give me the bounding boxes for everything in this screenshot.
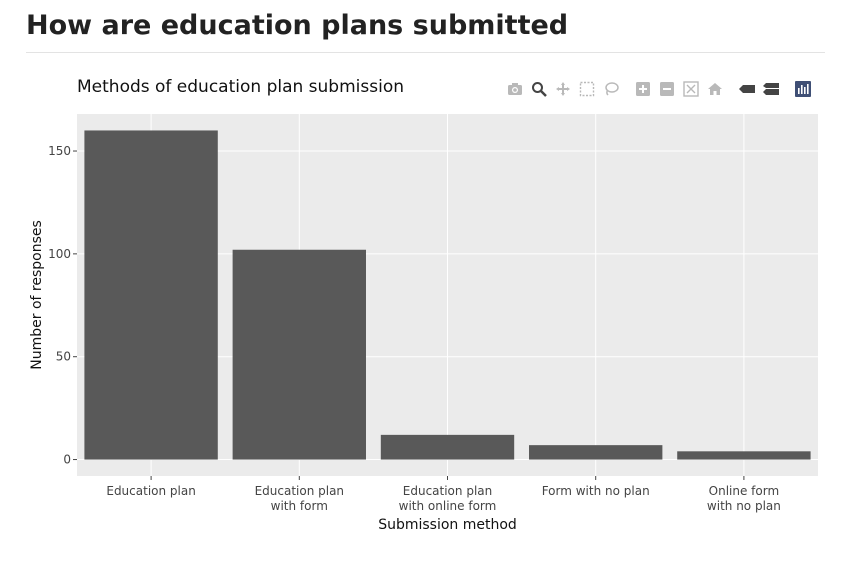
title-divider [26, 52, 825, 53]
spike-lines-icon[interactable] [737, 79, 757, 99]
x-tick-label: Form with no plan [542, 484, 650, 498]
bar[interactable] [380, 434, 515, 460]
y-tick-label: 150 [48, 144, 71, 158]
bars [84, 130, 811, 460]
bar[interactable] [84, 130, 218, 460]
chart-modebar [505, 79, 817, 99]
y-axis-ticks: 0 50 100 150 [48, 144, 77, 467]
y-axis-title: Number of responses [29, 220, 45, 370]
home-icon[interactable] [705, 79, 725, 99]
y-tick-label: 100 [48, 247, 71, 261]
y-tick-label: 50 [56, 350, 71, 364]
x-tick-label: Education plan with form [255, 484, 344, 513]
zoom-in-icon[interactable] [633, 79, 653, 99]
bar[interactable] [529, 445, 663, 460]
plotly-logo-icon[interactable] [793, 79, 813, 99]
x-tick-label: Online form with no plan [707, 484, 781, 513]
x-tick-label: Education plan [106, 484, 195, 498]
box-select-icon[interactable] [577, 79, 597, 99]
zoom-icon[interactable] [529, 79, 549, 99]
page-title: How are education plans submitted [26, 10, 569, 41]
hover-compare-icon[interactable] [761, 79, 781, 99]
bar[interactable] [677, 451, 811, 460]
y-tick-label: 0 [63, 453, 71, 467]
x-tick-label: Education plan with online form [399, 484, 497, 513]
pan-icon[interactable] [553, 79, 573, 99]
chart-title: Methods of education plan submission [77, 77, 404, 97]
zoom-out-icon[interactable] [657, 79, 677, 99]
x-axis-title: Submission method [378, 517, 517, 533]
bar[interactable] [232, 249, 366, 460]
autoscale-icon[interactable] [681, 79, 701, 99]
lasso-select-icon[interactable] [601, 79, 621, 99]
camera-icon[interactable] [505, 79, 525, 99]
x-axis-ticks: Education plan Education plan with form Edu… [106, 476, 781, 513]
